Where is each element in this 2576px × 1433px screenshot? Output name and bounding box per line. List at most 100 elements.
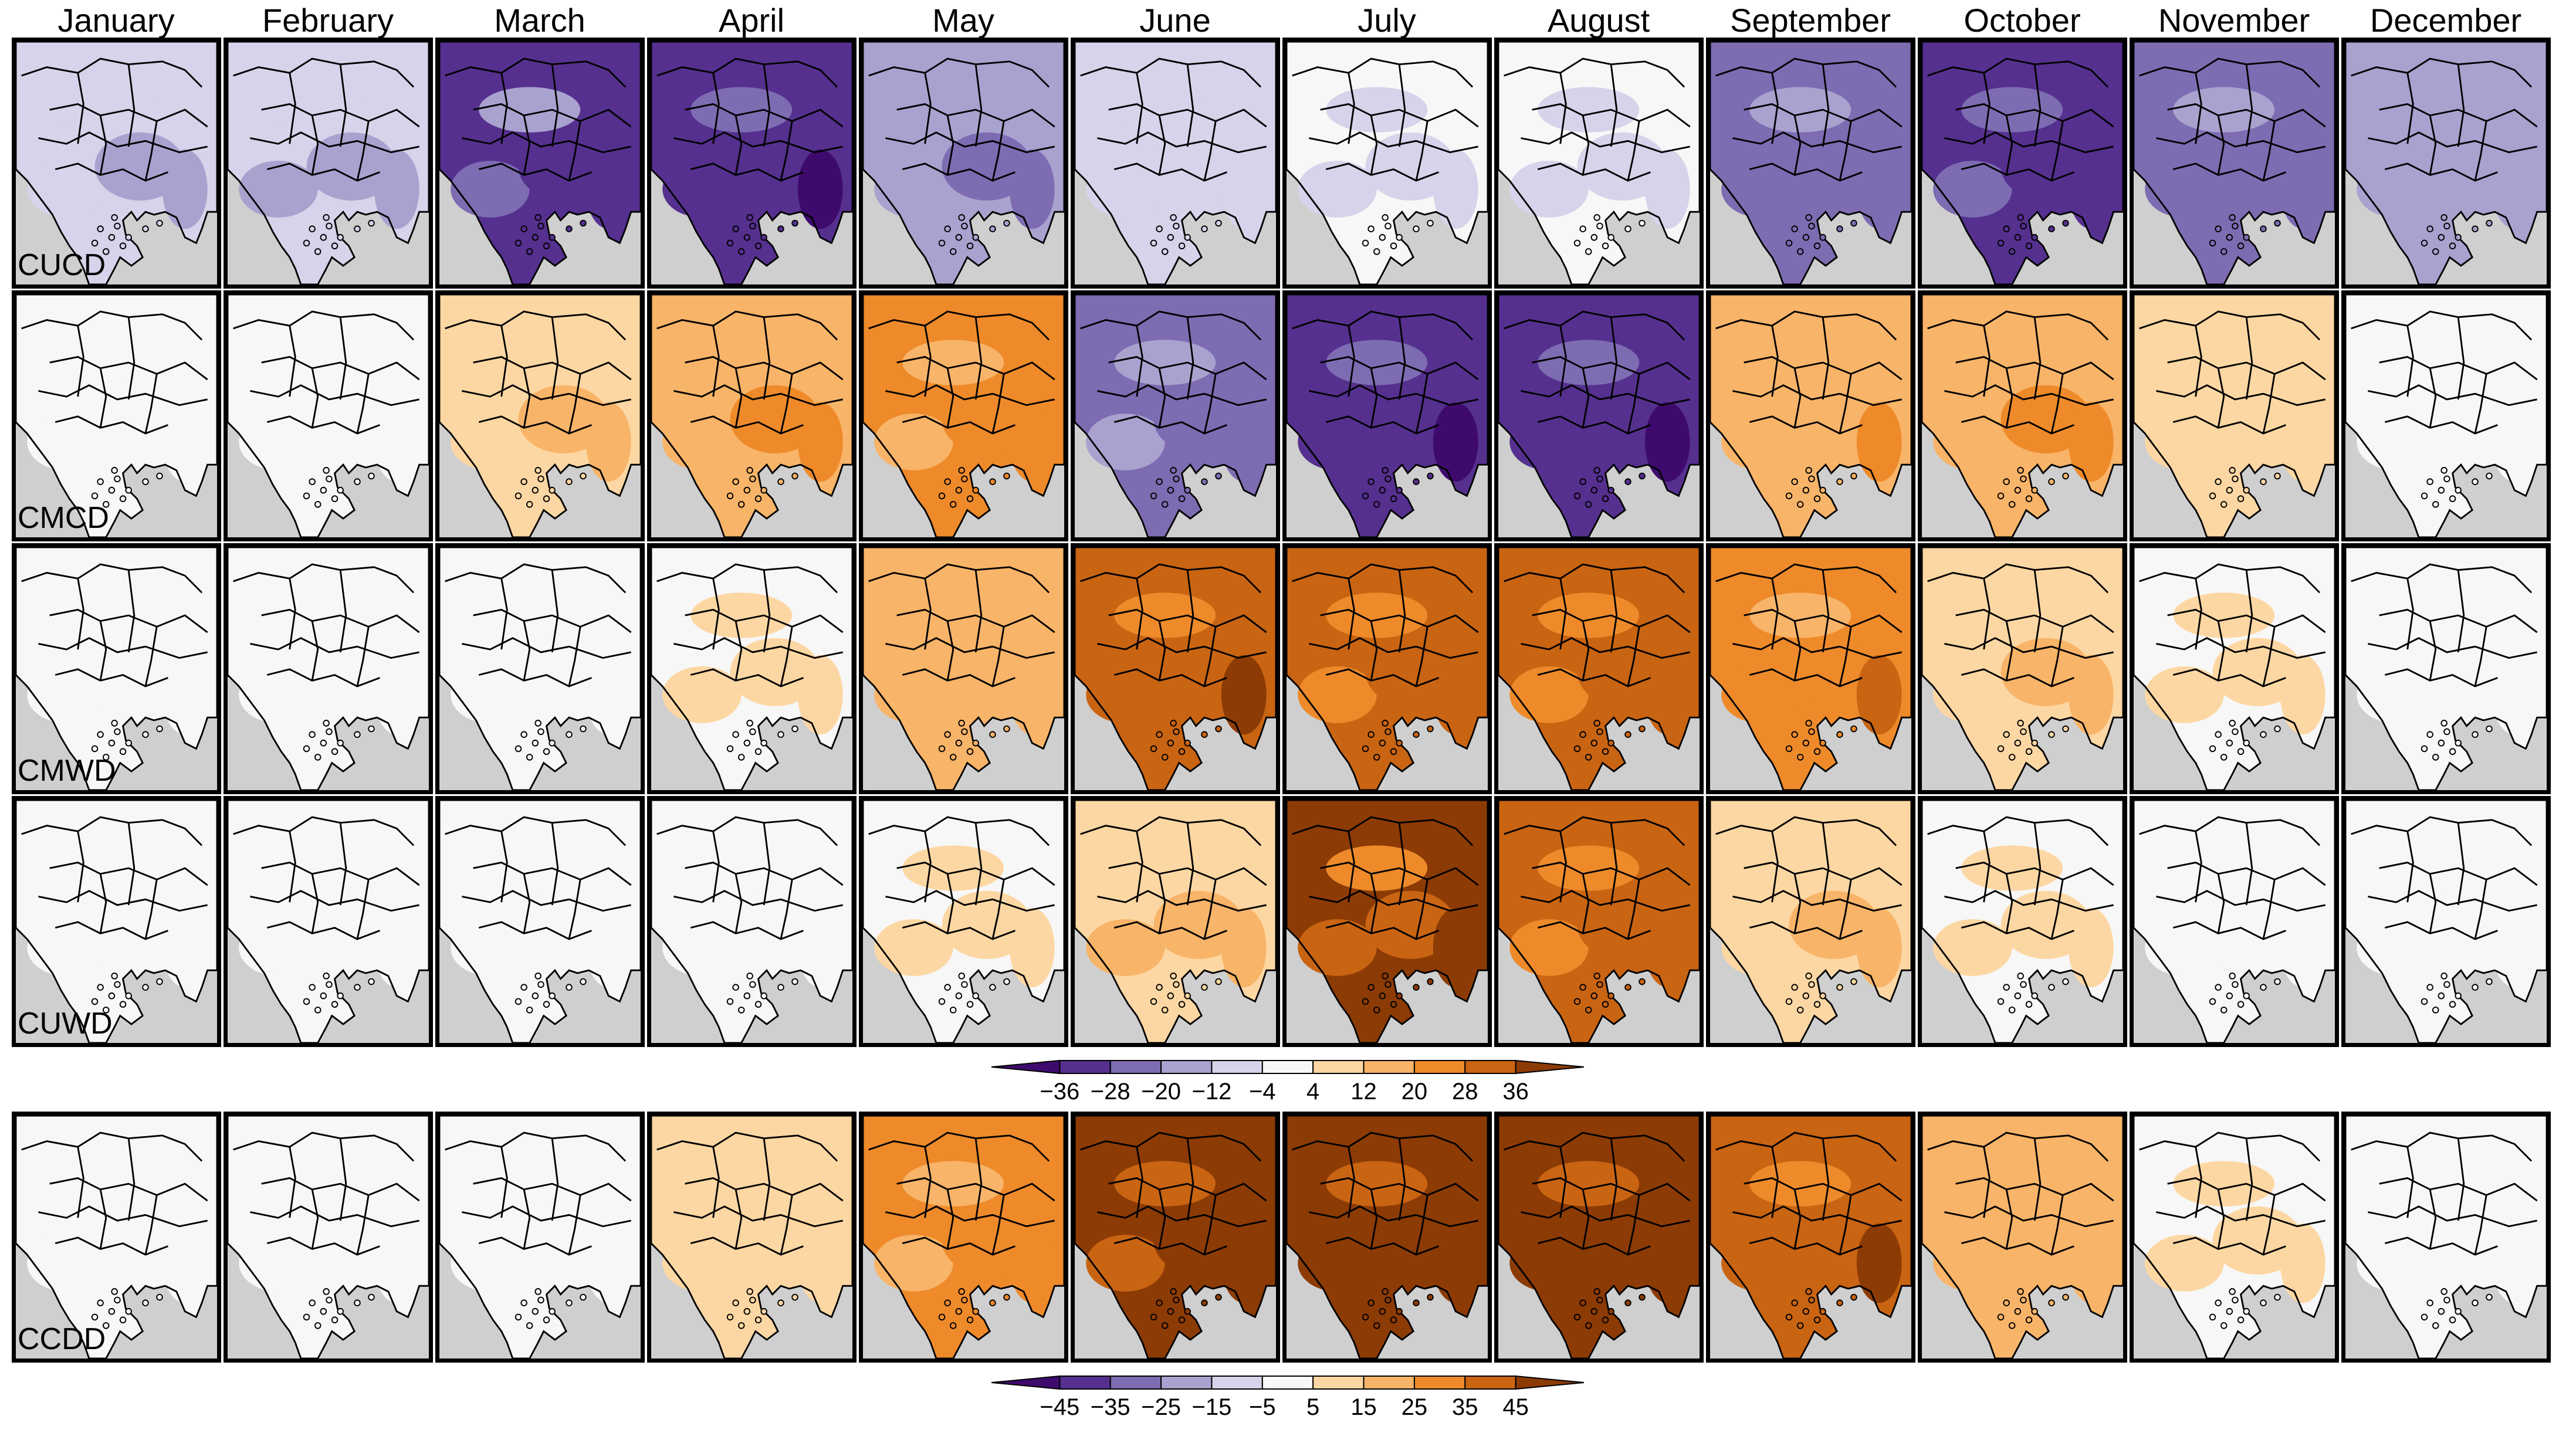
island (1003, 725, 1010, 733)
country-border (311, 368, 319, 428)
island (2014, 1307, 2022, 1315)
island (1215, 725, 1222, 733)
country-border (2351, 1132, 2533, 1162)
country-border (1537, 415, 1651, 435)
island (368, 1293, 375, 1301)
map-panel (2130, 38, 2339, 289)
island (1184, 486, 1191, 494)
coastline (651, 800, 852, 1043)
island (2215, 478, 2222, 486)
island (2020, 475, 2027, 483)
country-border (1839, 1195, 1852, 1255)
map-panel (12, 290, 221, 541)
island (2226, 233, 2233, 241)
country-border (356, 1195, 370, 1255)
field-patch (162, 655, 208, 735)
island (1173, 222, 1180, 230)
island (2062, 219, 2069, 227)
coastline (1710, 800, 1911, 1043)
island (534, 467, 541, 474)
country-border (2368, 1205, 2537, 1228)
country-border (1203, 121, 1217, 181)
island (944, 731, 951, 738)
island (1573, 492, 1581, 500)
island (326, 222, 333, 230)
island (1215, 978, 1222, 985)
field-patch (267, 845, 369, 891)
island (2438, 992, 2445, 1000)
island (1150, 1313, 1157, 1321)
map-panel (647, 796, 857, 1047)
coastline (439, 547, 641, 790)
island (125, 992, 132, 1000)
island (303, 492, 310, 500)
map-panel (1706, 543, 1915, 794)
country-border (1292, 563, 1474, 594)
island (2274, 472, 2281, 480)
country-border (266, 668, 380, 687)
field-patch (2385, 592, 2487, 638)
country-border (1715, 563, 1897, 594)
island (1796, 754, 1804, 761)
field-patch (306, 890, 397, 959)
island (2008, 1322, 2016, 1329)
country-border (1136, 831, 1143, 903)
map-panel (12, 1112, 221, 1363)
country-border (266, 921, 380, 940)
island (1178, 1001, 1186, 1008)
island (2455, 233, 2462, 241)
country-border (2351, 563, 2533, 594)
country-border (673, 131, 843, 154)
country-border (712, 831, 720, 903)
country-border (1771, 72, 1779, 144)
island (2003, 478, 2010, 486)
field-patch (2212, 132, 2303, 201)
island (549, 1307, 556, 1315)
country-border (21, 816, 203, 846)
field-patch (1933, 919, 2012, 976)
country-border (1732, 1205, 1902, 1228)
island (958, 467, 965, 474)
country-border (1186, 64, 1194, 147)
field-patch (1721, 919, 1800, 976)
island (1173, 981, 1180, 988)
country-border (127, 1138, 136, 1221)
field-patch (374, 149, 419, 229)
island (1585, 1322, 1592, 1329)
row-label: CCDD (18, 1322, 106, 1356)
country-border (1749, 1236, 1863, 1256)
map-panel (1282, 290, 1492, 541)
island (1808, 981, 1815, 988)
island (972, 486, 979, 494)
country-border (780, 626, 793, 687)
country-border (55, 162, 168, 182)
island (777, 478, 784, 486)
island (1167, 486, 1174, 494)
island (1624, 984, 1631, 991)
island (1573, 998, 1581, 1005)
country-border (77, 1146, 84, 1218)
field-patch (451, 919, 530, 976)
map-panel (224, 290, 433, 541)
country-border (38, 890, 208, 912)
country-border (868, 310, 1050, 341)
field-patch (1153, 890, 1244, 959)
island (1997, 492, 2005, 500)
field-patch (1577, 1206, 1668, 1275)
island (1367, 478, 1375, 486)
country-border (2429, 873, 2437, 934)
island (337, 1307, 344, 1315)
island (1150, 998, 1157, 1005)
island (2243, 1307, 2250, 1315)
island (326, 981, 333, 988)
island (323, 214, 330, 221)
island (1382, 214, 1389, 221)
island (514, 492, 522, 500)
field-patch (2145, 414, 2224, 470)
island (2260, 984, 2267, 991)
field-patch (1009, 907, 1055, 988)
country-border (673, 384, 843, 406)
field-patch (451, 1235, 530, 1292)
island (1590, 233, 1598, 241)
island (1602, 1001, 1609, 1008)
